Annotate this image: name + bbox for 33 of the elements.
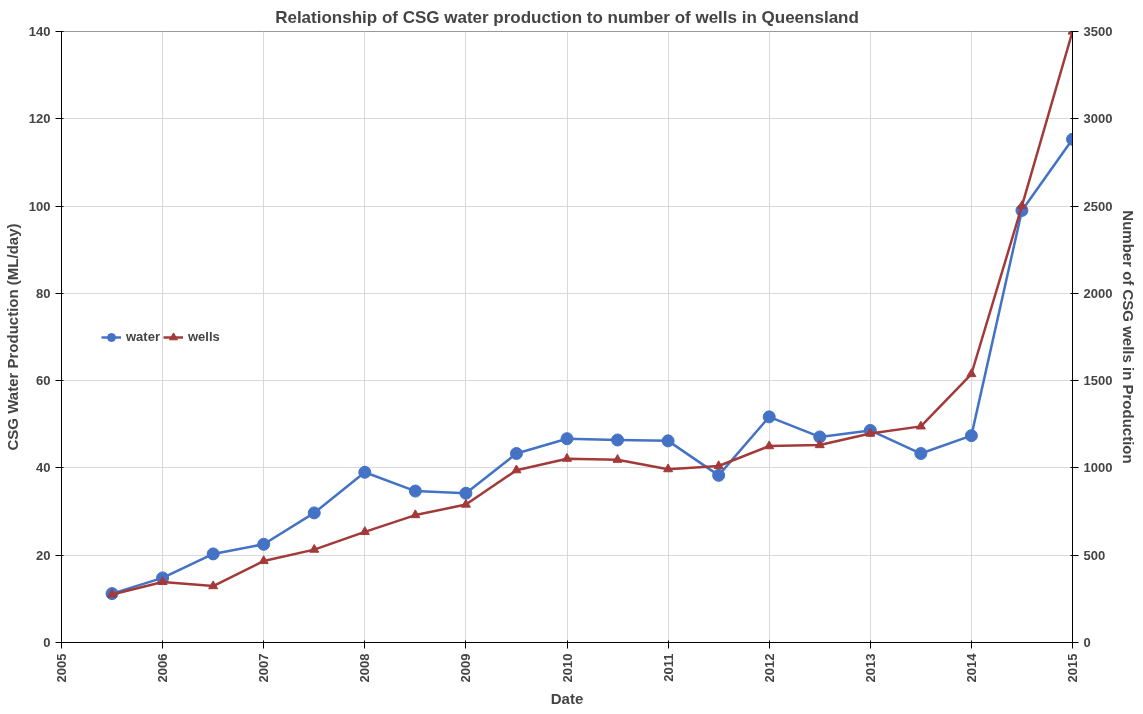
y2-tick-label: 3500	[1083, 24, 1113, 39]
y2-tick-label: 2000	[1083, 285, 1113, 301]
x-tick-label: 2010	[559, 653, 575, 683]
y-tick-label: 80	[36, 285, 51, 301]
x-tick-label: 2013	[862, 653, 878, 683]
x-tick-label: 2006	[155, 653, 171, 683]
y-tick-label: 20	[36, 547, 51, 563]
y-tick-label: 0	[43, 635, 51, 650]
x-tick-label: 2008	[357, 653, 373, 683]
x-tick-label: 2011	[660, 653, 676, 682]
y2-axis-title: Number of CSG wells in Production	[1120, 210, 1138, 464]
legend-label: water	[126, 329, 160, 344]
x-tick-label: 2014	[963, 652, 979, 683]
x-tick-label: 2005	[54, 653, 69, 683]
y2-tick-label: 0	[1083, 635, 1091, 650]
y-tick-label: 140	[28, 24, 51, 39]
y2-tick-label: 500	[1083, 547, 1106, 563]
y-tick-label: 120	[28, 111, 51, 127]
y-tick-label: 60	[36, 373, 51, 389]
y2-tick-label: 2500	[1083, 198, 1113, 214]
x-tick-label: 2007	[256, 653, 272, 683]
y-tick-label: 40	[36, 460, 51, 476]
x-tick-label: 2009	[458, 653, 474, 683]
y2-tick-label: 1000	[1083, 460, 1113, 476]
chart-title: Relationship of CSG water production to number of wells in Queensland	[275, 7, 859, 27]
x-tick-label: 2015	[1065, 653, 1080, 683]
y2-tick-label: 3000	[1083, 111, 1113, 127]
y2-tick-label: 1500	[1083, 373, 1113, 389]
y-axis-title: CSG Water Production (ML/day)	[3, 223, 21, 451]
x-axis-title: Date	[550, 690, 584, 708]
x-tick-label: 2012	[761, 653, 777, 683]
legend-label: wells	[187, 329, 220, 344]
y-tick-label: 100	[28, 198, 51, 214]
